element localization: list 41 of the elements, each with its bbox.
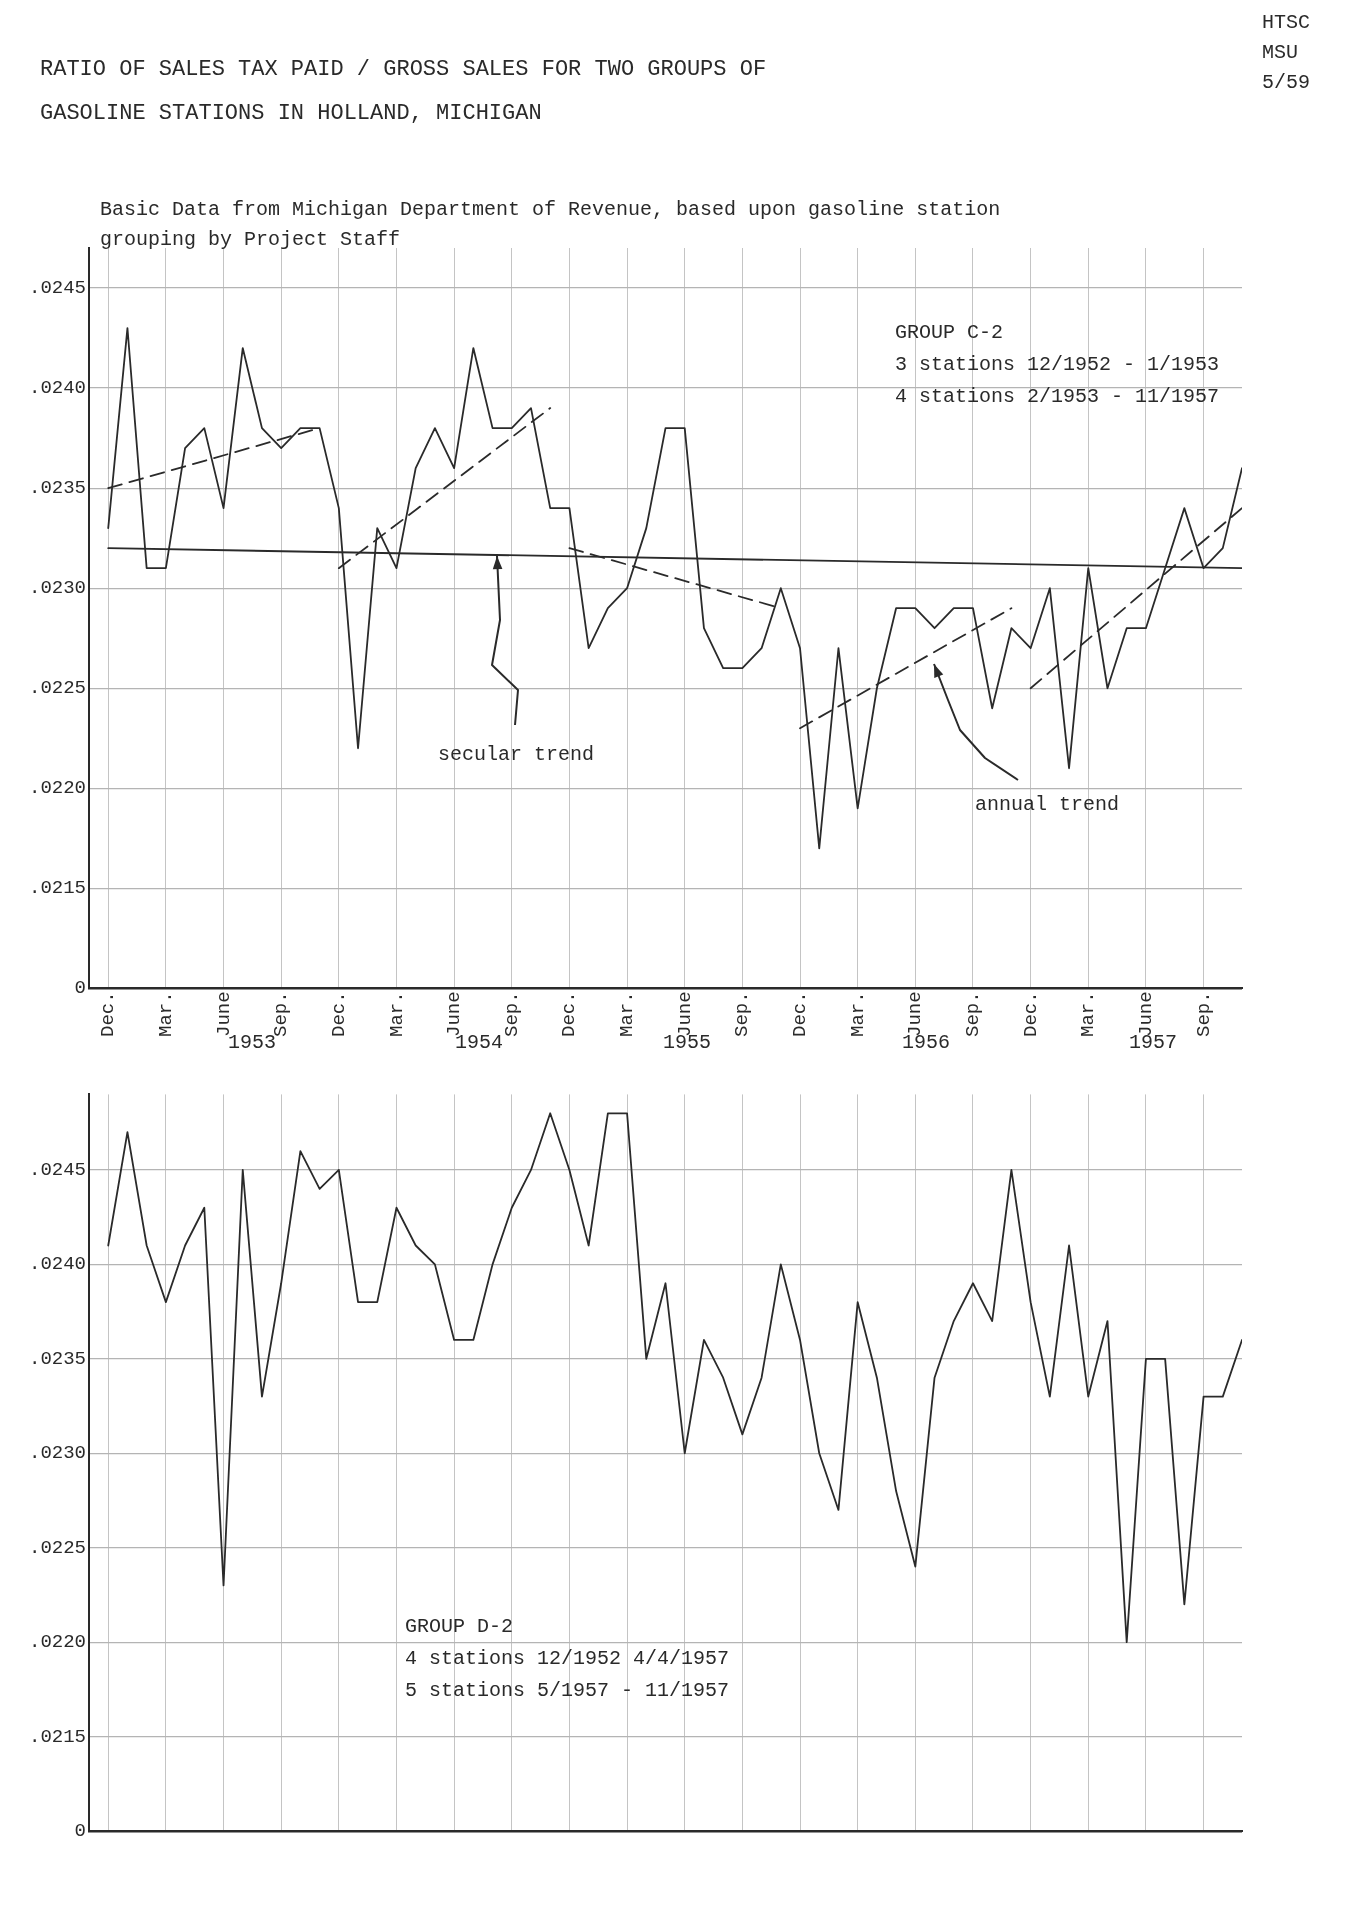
chart-title: RATIO OF SALES TAX PAID / GROSS SALES FOR TWO GROUPS OF GASOLINE STATIONS IN HOLLAND, MICHIGAN xyxy=(40,56,768,128)
x-tick-label: Dec. xyxy=(327,991,350,1037)
annotation: GROUP C-2 xyxy=(895,320,1004,346)
x-tick-label: Sep. xyxy=(962,991,984,1037)
y-tick-label: .0245 xyxy=(28,1158,87,1181)
annotation: 3 stations 12/1952 - 1/1953 xyxy=(895,352,1220,378)
y-tick-label: .0245 xyxy=(28,277,87,300)
y-tick-label: .0240 xyxy=(28,377,87,400)
text: annual trend xyxy=(975,792,1120,818)
y-tick-label: 0 xyxy=(74,977,87,1000)
y-tick-label: .0220 xyxy=(28,1631,87,1654)
x-tick-label: Dec. xyxy=(558,991,581,1037)
x-tick-label: Dec. xyxy=(1019,991,1042,1037)
y-tick-label: .0225 xyxy=(28,1536,87,1559)
y-tick-label: .0235 xyxy=(28,477,87,500)
x-tick-label: Sep. xyxy=(1192,991,1215,1037)
y-tick-label: .0215 xyxy=(28,1725,87,1748)
text: HTSC MSU 5/59 xyxy=(1262,10,1311,96)
y-tick-label: .0220 xyxy=(28,777,87,800)
x-tick-label: Sep. xyxy=(500,991,523,1037)
text: secular trend xyxy=(438,742,595,768)
y-tick-label: .0230 xyxy=(28,577,87,600)
y-tick-label: .0215 xyxy=(28,877,87,900)
y-tick-label: .0230 xyxy=(28,1442,87,1465)
y-tick-label: .0240 xyxy=(28,1253,87,1276)
x-tick-label: Dec. xyxy=(97,991,120,1037)
annotation: 4 stations 2/1953 - 11/1957 xyxy=(895,384,1220,410)
y-tick-label: .0235 xyxy=(28,1347,87,1370)
y-tick-label: .0225 xyxy=(28,677,87,700)
x-tick-label: Mar. xyxy=(385,991,408,1037)
x-tick-label: Mar. xyxy=(616,991,639,1037)
x-tick-label: Mar. xyxy=(1077,991,1100,1037)
chart-subtitle: Basic Data from Michigan Department of Revenue, based upon gasoline station grouping by Project Staff xyxy=(100,197,1002,253)
annotation: 5 stations 5/1957 - 11/1957 xyxy=(405,1678,730,1704)
annotation: 4 stations 12/1952 4/4/1957 xyxy=(405,1646,730,1672)
annotation: GROUP D-2 xyxy=(405,1614,514,1640)
x-tick-label: Mar. xyxy=(154,991,177,1037)
x-tick-label: Dec. xyxy=(789,991,812,1037)
x-tick-label: Sep. xyxy=(731,991,754,1037)
x-tick-label: Mar. xyxy=(846,991,869,1037)
y-tick-label: 0 xyxy=(74,1820,87,1843)
